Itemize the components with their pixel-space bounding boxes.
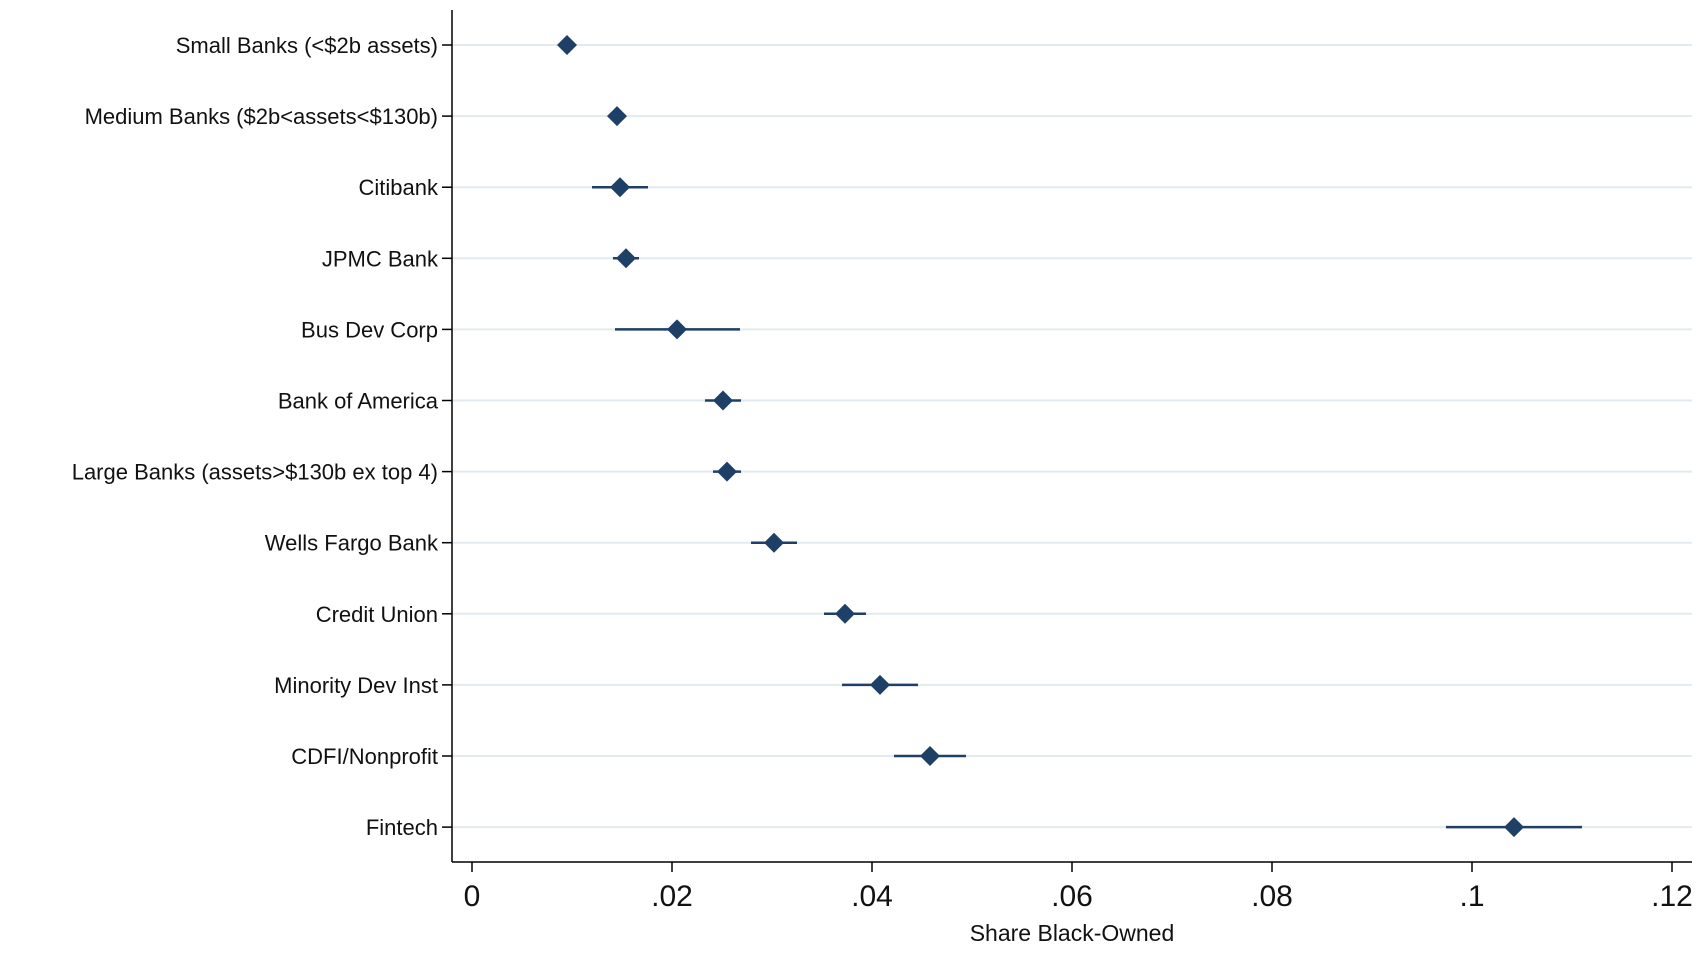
point-marker [835, 603, 855, 624]
gridlines [452, 44, 1692, 829]
point-marker [764, 532, 784, 553]
point-marker [616, 248, 636, 269]
y-tick-label: Minority Dev Inst [274, 673, 438, 698]
point-marker [607, 106, 627, 127]
point-marker [1504, 817, 1524, 838]
x-tick-label: .1 [1459, 880, 1484, 913]
point-marker [667, 319, 687, 340]
y-tick-label: Bank of America [278, 389, 439, 414]
x-tick-label: .02 [651, 880, 693, 913]
point-marker [713, 390, 733, 411]
y-axis-ticks: Small Banks (<$2b assets) Medium Banks ($… [72, 33, 452, 840]
y-tick-label: Medium Banks ($2b<assets<$130b) [85, 104, 438, 129]
point-marker [920, 746, 940, 766]
y-tick-label: Wells Fargo Bank [265, 531, 439, 556]
point-marker [557, 35, 577, 55]
x-tick-label: 0 [464, 880, 481, 913]
point-estimates [557, 35, 1524, 838]
point-marker [717, 461, 737, 482]
x-axis-ticks: 0 .02 .04 .06 .08 .1 .12 [464, 862, 1693, 913]
x-tick-label: .08 [1251, 880, 1293, 913]
x-axis-title: Share Black-Owned [970, 920, 1175, 946]
y-tick-label: Credit Union [316, 602, 438, 627]
y-tick-label: CDFI/Nonprofit [291, 744, 438, 769]
y-tick-label: Bus Dev Corp [301, 317, 438, 342]
point-marker [870, 674, 890, 695]
y-tick-label: JPMC Bank [322, 246, 439, 271]
point-marker [610, 177, 630, 198]
y-tick-label: Large Banks (assets>$130b ex top 4) [72, 460, 438, 485]
y-tick-label: Fintech [366, 815, 438, 840]
x-tick-label: .12 [1651, 880, 1693, 913]
y-tick-label: Small Banks (<$2b assets) [176, 33, 438, 58]
x-tick-label: .06 [1051, 880, 1093, 913]
x-tick-label: .04 [851, 880, 893, 913]
y-tick-label: Citibank [359, 175, 439, 200]
